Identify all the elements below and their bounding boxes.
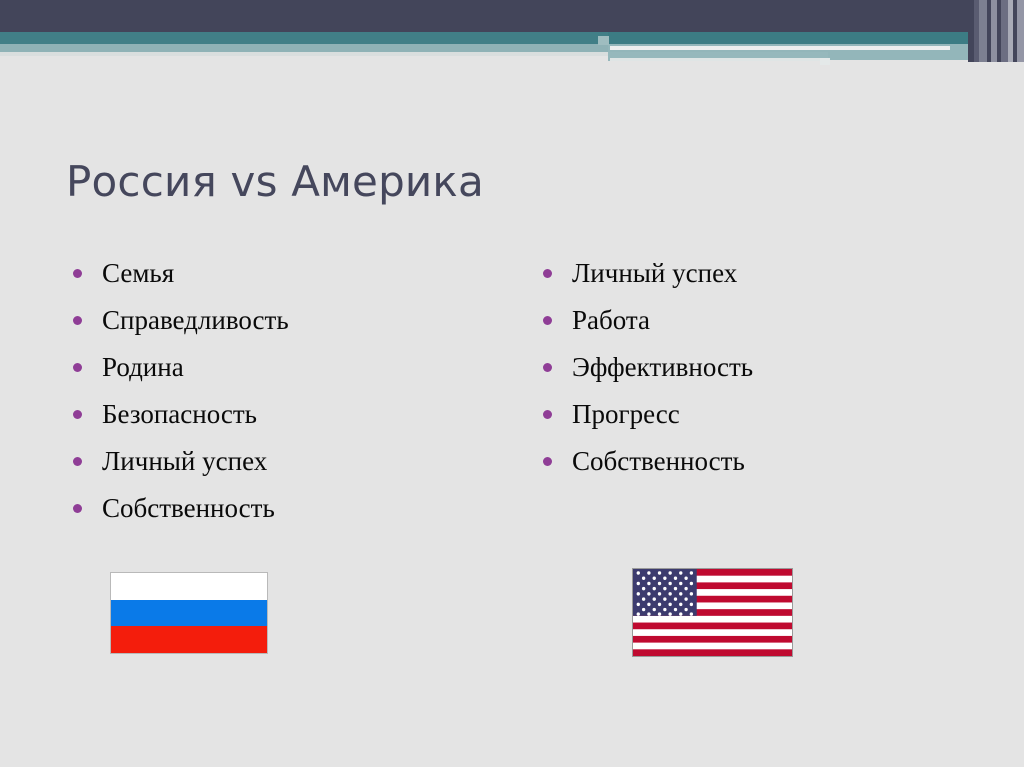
russian-flag-stripe-red: [111, 626, 267, 653]
banner-vstripe-6: [997, 0, 1001, 62]
bullet-dot-icon: [73, 457, 82, 466]
list-item-label: Семья: [102, 258, 175, 288]
america-values-list: Личный успех Работа Эффективность Прогре…: [534, 256, 964, 478]
banner-hairline-upper: [610, 46, 950, 50]
banner-vertical-stripes: [968, 0, 1024, 62]
banner-vstripe-9: [1013, 0, 1017, 62]
banner-band-pale-line: [0, 52, 608, 56]
list-item-label: Эффективность: [572, 352, 754, 382]
list-item: Родина: [64, 350, 494, 384]
list-item: Собственность: [534, 444, 964, 478]
list-item: Личный успех: [534, 256, 964, 290]
list-item-label: Родина: [102, 352, 184, 382]
list-item: Безопасность: [64, 397, 494, 431]
bullet-dot-icon: [73, 363, 82, 372]
list-item-label: Справедливость: [102, 305, 289, 335]
list-item: Личный успех: [64, 444, 494, 478]
page-title: Россия vs Америка: [66, 157, 484, 206]
banner-band-navy: [0, 0, 1024, 32]
bullet-dot-icon: [73, 316, 82, 325]
bullet-dot-icon: [73, 410, 82, 419]
list-item: Семья: [64, 256, 494, 290]
list-item-label: Безопасность: [102, 399, 257, 429]
russia-values-column: Семья Справедливость Родина Безопасность…: [64, 256, 494, 538]
banner-band-light-teal-step2: [608, 52, 828, 61]
banner-vstripe-2: [974, 0, 979, 62]
russian-flag-stripe-blue: [111, 599, 267, 627]
bullet-dot-icon: [543, 410, 552, 419]
list-item-label: Прогресс: [572, 399, 680, 429]
banner-vstripe-3: [979, 0, 987, 62]
list-item-label: Собственность: [572, 446, 745, 476]
banner-vstripe-10: [1017, 0, 1024, 62]
russian-flag-stripe-white: [111, 573, 267, 600]
america-values-column: Личный успех Работа Эффективность Прогре…: [534, 256, 964, 491]
banner-hairline-lower: [610, 58, 828, 61]
list-item-label: Собственность: [102, 493, 275, 523]
russian-flag: [110, 572, 268, 654]
list-item: Эффективность: [534, 350, 964, 384]
russia-values-list: Семья Справедливость Родина Безопасность…: [64, 256, 494, 525]
list-item-label: Личный успех: [572, 258, 738, 288]
list-item: Собственность: [64, 491, 494, 525]
bullet-dot-icon: [73, 269, 82, 278]
banner-vstripe-8: [1008, 0, 1013, 62]
bullet-dot-icon: [543, 363, 552, 372]
banner-notch-right: [820, 58, 830, 65]
bullet-dot-icon: [543, 457, 552, 466]
bullet-dot-icon: [543, 316, 552, 325]
list-item-label: Личный успех: [102, 446, 268, 476]
list-item: Прогресс: [534, 397, 964, 431]
list-item: Справедливость: [64, 303, 494, 337]
usa-flag-stripes: [633, 569, 792, 656]
bullet-dot-icon: [73, 504, 82, 513]
usa-flag-svg: [633, 569, 792, 656]
banner-vstripe-1: [968, 0, 974, 62]
decorative-header-banner: [0, 0, 1024, 72]
banner-band-light-teal: [0, 44, 1024, 52]
banner-vstripe-4: [987, 0, 991, 62]
banner-notch-left: [598, 36, 609, 45]
bullet-dot-icon: [543, 269, 552, 278]
usa-flag: [632, 568, 793, 657]
list-item-label: Работа: [572, 305, 650, 335]
banner-vstripe-5: [991, 0, 997, 62]
banner-vstripe-7: [1001, 0, 1008, 62]
usa-flag-stars: [636, 571, 694, 616]
list-item: Работа: [534, 303, 964, 337]
banner-band-teal-step: [608, 32, 1024, 45]
